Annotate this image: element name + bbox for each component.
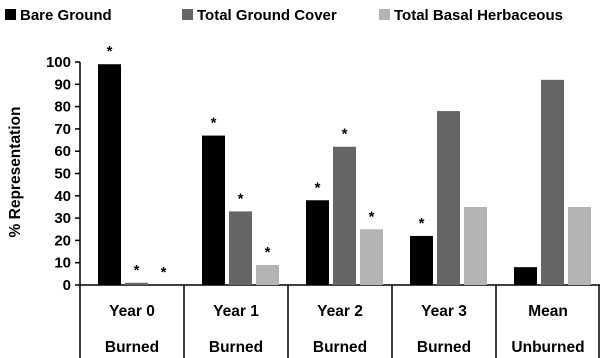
category-label-5-line-1: Mean (528, 303, 568, 320)
y-tick-label-80: 80 (54, 99, 71, 116)
bar-3-3 (360, 229, 383, 285)
bar-3-2 (256, 264, 279, 285)
significance-marker-2-1: * (134, 262, 140, 279)
y-tick-label-60: 60 (54, 143, 71, 160)
legend-swatch-1 (5, 9, 16, 20)
bar-1-1 (98, 64, 121, 285)
y-tick-label-90: 90 (54, 76, 71, 93)
bar-2-5 (541, 79, 564, 285)
y-tick-label-100: 100 (46, 54, 71, 71)
bar-2-3 (333, 146, 356, 285)
y-tick-label-70: 70 (54, 121, 71, 138)
bar-1-4 (410, 235, 433, 285)
significance-marker-2-2: * (238, 190, 244, 207)
legend-label-2: Total Ground Cover (197, 7, 337, 24)
significance-markers: * * * * * * * * * * (107, 43, 425, 281)
significance-marker-1-2: * (211, 115, 217, 132)
y-axis-label: % Representation (7, 107, 24, 238)
category-label-4-line-1: Year 3 (421, 303, 467, 320)
category-label-5-line-2: Unburned (511, 339, 584, 356)
bar-1-3 (306, 200, 329, 285)
legend-label-3: Total Basal Herbaceous (394, 7, 563, 24)
category-label-2-line-1: Year 1 (213, 303, 259, 320)
significance-marker-3-1: * (161, 264, 167, 281)
y-tick-label-50: 50 (54, 166, 71, 183)
category-label-1-line-1: Year 0 (109, 303, 155, 320)
category-label-1-line-2: Burned (105, 339, 159, 356)
axes: 0 10 20 30 40 50 60 70 80 90 100 (46, 54, 600, 358)
y-tick-label-0: 0 (63, 277, 71, 294)
bar-2-1 (125, 282, 148, 285)
category-labels: Year 0 Burned Year 1 Burned Year 2 Burned Year… (105, 303, 585, 356)
legend-swatch-3 (379, 9, 390, 20)
legend: Bare Ground Total Ground Cover Total Basal… (5, 7, 563, 24)
bar-2-4 (437, 111, 460, 285)
significance-marker-2-3: * (342, 126, 348, 143)
category-label-3-line-2: Burned (313, 339, 367, 356)
bars (98, 64, 591, 285)
category-label-4-line-2: Burned (417, 339, 471, 356)
significance-marker-1-4: * (419, 215, 425, 232)
bar-2-2 (229, 211, 252, 285)
category-label-2-line-2: Burned (209, 339, 263, 356)
y-tick-label-10: 10 (54, 255, 71, 272)
significance-marker-3-2: * (265, 244, 271, 261)
legend-label-1: Bare Ground (20, 7, 112, 24)
significance-marker-1-3: * (315, 179, 321, 196)
y-tick-label-40: 40 (54, 188, 71, 205)
significance-marker-3-3: * (369, 208, 375, 225)
bar-3-4 (464, 206, 487, 285)
bar-1-2 (202, 135, 225, 285)
y-tick-label-20: 20 (54, 232, 71, 249)
y-tick-label-30: 30 (54, 210, 71, 227)
bar-1-5 (514, 267, 537, 285)
legend-swatch-2 (182, 9, 193, 20)
bar-3-5 (568, 206, 591, 285)
significance-marker-1-1: * (107, 43, 113, 60)
category-label-3-line-1: Year 2 (317, 303, 363, 320)
